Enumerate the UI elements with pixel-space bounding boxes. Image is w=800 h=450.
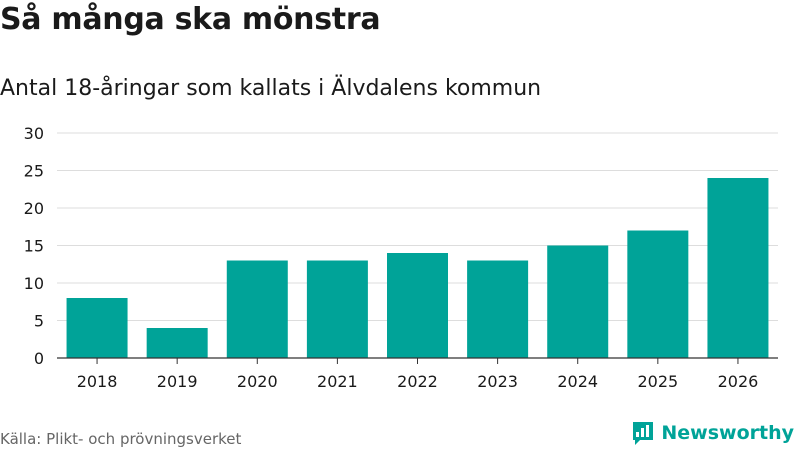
x-tick-label: 2018 xyxy=(77,372,118,391)
chart-title: Så många ska mönstra xyxy=(0,2,381,37)
y-tick-label: 0 xyxy=(34,349,44,368)
bar-2019 xyxy=(146,328,208,358)
newsworthy-logo-icon xyxy=(633,422,654,445)
bar-2021 xyxy=(306,260,368,358)
x-axis-ticks: 2018 2019 2020 2021 2022 2023 2024 2025 2026 xyxy=(77,372,759,391)
source-note: Källa: Plikt- och prövningsverket xyxy=(0,430,242,448)
x-tick-label: 2019 xyxy=(157,372,198,391)
x-axis xyxy=(57,357,778,364)
bar-2022 xyxy=(387,253,448,358)
x-tick-label: 2025 xyxy=(637,372,678,391)
bar-2018 xyxy=(66,298,128,358)
bars xyxy=(66,178,769,358)
y-axis-ticks: 0 5 10 15 20 25 30 xyxy=(24,124,44,368)
bar-2025 xyxy=(627,230,689,358)
y-tick-label: 15 xyxy=(24,237,44,256)
bar-2023 xyxy=(467,260,529,358)
y-tick-label: 30 xyxy=(24,124,44,143)
y-tick-label: 25 xyxy=(24,162,44,181)
chart-subtitle: Antal 18-åringar som kallats i Älvdalens… xyxy=(0,76,542,101)
brand-name: Newsworthy xyxy=(661,422,794,444)
x-tick-label: 2023 xyxy=(477,372,518,391)
brand-logo: Newsworthy xyxy=(631,420,794,446)
x-tick-label: 2026 xyxy=(718,372,759,391)
bar-2024 xyxy=(547,245,609,358)
x-tick-label: 2021 xyxy=(317,372,358,391)
bar-2026 xyxy=(707,178,769,358)
y-tick-label: 20 xyxy=(24,199,44,218)
y-tick-label: 10 xyxy=(24,274,44,293)
x-tick-label: 2022 xyxy=(397,372,438,391)
y-tick-label: 5 xyxy=(34,312,44,331)
x-tick-label: 2024 xyxy=(557,372,598,391)
x-tick-label: 2020 xyxy=(237,372,278,391)
bar-2020 xyxy=(226,260,288,358)
